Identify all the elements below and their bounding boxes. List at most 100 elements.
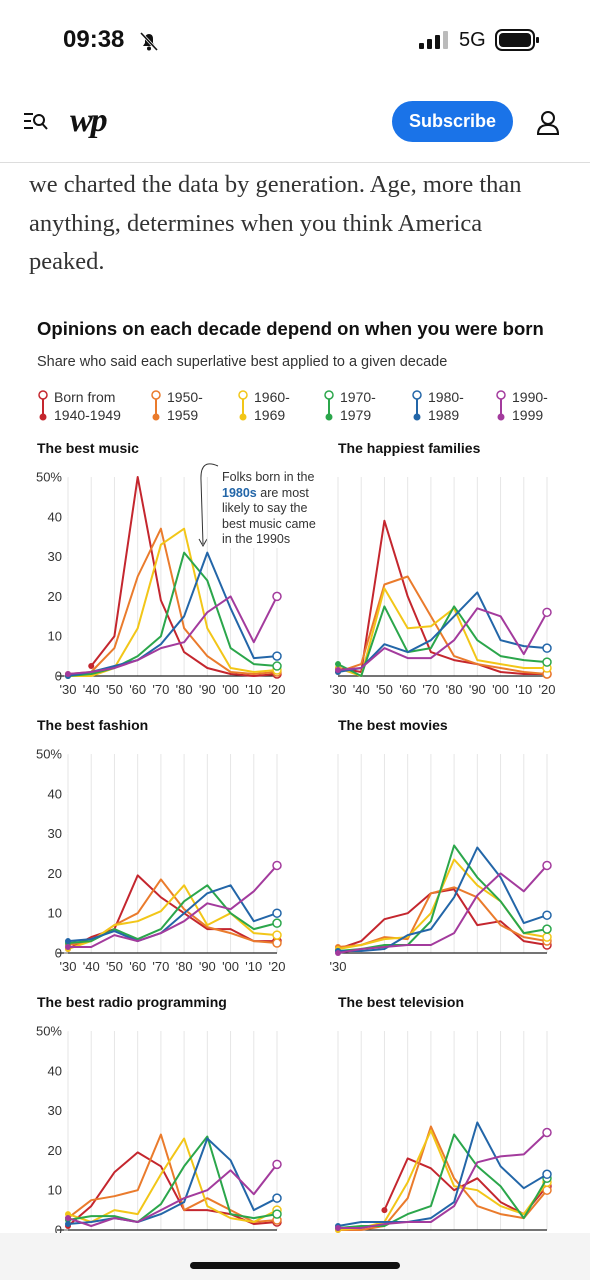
series-line	[338, 1125, 548, 1231]
legend-symbol	[497, 413, 505, 421]
x-tick-label: '10	[245, 959, 262, 974]
account-button[interactable]	[536, 110, 560, 136]
signal-icon	[419, 31, 448, 49]
x-tick-label: '20	[269, 682, 286, 697]
end-marker	[272, 908, 282, 918]
x-tick-label: '00	[222, 959, 239, 974]
legend-symbol	[412, 390, 422, 400]
y-tick-label: 30	[48, 826, 62, 841]
legend-label: 1960-1969	[254, 389, 290, 423]
legend-symbol	[239, 413, 247, 421]
x-tick-label: '00	[492, 682, 509, 697]
end-marker	[542, 924, 552, 934]
chart-title: The best radio programming	[37, 994, 227, 1010]
logo[interactable]: wp	[70, 102, 108, 139]
x-tick-label: '90	[199, 682, 216, 697]
x-tick-label: '70	[152, 959, 169, 974]
x-tick-label: '40	[83, 682, 100, 697]
home-indicator[interactable]	[190, 1262, 400, 1269]
y-tick-label: 0	[55, 946, 62, 961]
end-marker	[542, 657, 552, 667]
x-tick-label: '80	[176, 682, 193, 697]
series-line	[67, 1137, 278, 1223]
start-dot	[335, 661, 341, 668]
x-tick-label: '50	[106, 959, 123, 974]
x-tick-label: '00	[222, 682, 239, 697]
x-tick-label: '50	[376, 682, 393, 697]
series-line	[67, 595, 278, 675]
series-line	[67, 1135, 278, 1223]
end-marker	[272, 938, 282, 948]
series-line	[337, 858, 548, 950]
legend-symbol	[496, 390, 506, 400]
x-tick-label: '70	[152, 682, 169, 697]
y-tick-label: 20	[48, 866, 62, 881]
network-type: 5G	[459, 29, 486, 51]
start-dot	[65, 944, 71, 951]
x-tick-label: '50	[106, 682, 123, 697]
x-tick-label: '20	[269, 959, 286, 974]
home-bar	[0, 1233, 590, 1280]
legend-symbol	[325, 413, 333, 421]
annotation-highlight: 1980s	[222, 485, 257, 500]
end-marker	[272, 1193, 282, 1203]
series-line	[67, 884, 278, 943]
legend-label: 1990-1999	[512, 389, 548, 423]
series-line	[67, 527, 278, 675]
end-marker	[542, 860, 552, 871]
end-marker	[542, 932, 552, 942]
y-tick-label: 20	[48, 589, 62, 604]
end-marker	[272, 591, 282, 602]
start-dot	[335, 1225, 341, 1232]
y-tick-label: 0	[55, 669, 62, 684]
x-tick-label: '80	[176, 959, 193, 974]
legend-symbol	[151, 390, 161, 400]
legend-symbol	[413, 413, 421, 421]
divider	[0, 162, 590, 163]
end-marker	[542, 1169, 552, 1180]
series-line	[337, 519, 547, 675]
end-marker	[272, 918, 282, 928]
x-tick-label: '30	[330, 959, 347, 974]
start-dot	[381, 1207, 388, 1214]
annotation-arrow	[198, 538, 208, 548]
y-tick-label: 40	[48, 509, 62, 524]
x-tick-label: '40	[353, 682, 370, 697]
series-line	[337, 587, 547, 677]
x-tick-label: '60	[399, 682, 416, 697]
annotation: Folks born in the 1980s are most likely …	[222, 470, 320, 548]
y-tick-label: 50%	[36, 470, 62, 485]
legend-label: 1950-1959	[167, 389, 203, 423]
status-time: 09:38	[63, 26, 125, 53]
series-line	[67, 1151, 278, 1227]
end-marker	[272, 1209, 282, 1219]
series-line	[337, 607, 548, 671]
series-line	[67, 1163, 278, 1227]
legend-symbol	[324, 390, 334, 400]
start-dot	[65, 1215, 71, 1222]
x-tick-label: '60	[129, 959, 146, 974]
menu-search-button[interactable]	[23, 110, 49, 134]
y-tick-label: 20	[48, 1143, 62, 1158]
start-dot	[65, 938, 71, 945]
mute-icon	[139, 31, 159, 52]
annotation-text: Folks born in the	[222, 470, 315, 484]
legend-label: 1970-1979	[340, 389, 376, 423]
start-dot	[88, 663, 95, 670]
x-tick-label: '40	[83, 959, 100, 974]
x-tick-label: '20	[539, 682, 556, 697]
series-line	[67, 1137, 278, 1225]
y-tick-label: 10	[48, 906, 62, 921]
series-line	[338, 846, 548, 952]
start-dot	[335, 667, 341, 674]
x-tick-label: '10	[515, 682, 532, 697]
y-tick-label: 40	[48, 1063, 62, 1078]
series-line	[90, 476, 278, 677]
annotation-arrow	[200, 463, 219, 545]
end-marker	[542, 1127, 552, 1138]
subscribe-button[interactable]: Subscribe	[392, 101, 513, 142]
legend-symbol	[39, 413, 47, 421]
chart-title: The best movies	[338, 717, 448, 733]
figure-subtitle: Share who said each superlative best app…	[37, 354, 448, 370]
x-tick-label: '80	[446, 682, 463, 697]
